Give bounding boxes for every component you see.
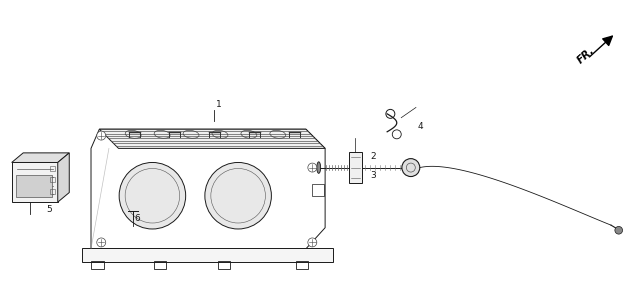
Circle shape: [97, 238, 106, 247]
Text: 6: 6: [134, 214, 140, 223]
Text: 2: 2: [370, 152, 376, 161]
Circle shape: [615, 226, 623, 234]
Text: 3: 3: [370, 171, 376, 180]
Circle shape: [402, 159, 420, 177]
Text: 1: 1: [216, 100, 221, 109]
Circle shape: [205, 162, 271, 229]
Bar: [15, 175, 52, 197]
Polygon shape: [12, 153, 69, 162]
Bar: [349, 152, 362, 183]
Bar: [50, 177, 55, 182]
Bar: [218, 261, 230, 269]
Bar: [296, 261, 308, 269]
Ellipse shape: [317, 162, 321, 173]
Circle shape: [97, 131, 106, 140]
Circle shape: [308, 163, 317, 172]
Bar: [82, 248, 333, 262]
Bar: [50, 166, 55, 171]
Polygon shape: [58, 153, 69, 202]
Bar: [50, 189, 55, 194]
Bar: [91, 261, 104, 269]
Polygon shape: [12, 162, 58, 202]
Circle shape: [308, 238, 317, 247]
Text: 5: 5: [46, 205, 52, 214]
Bar: [154, 261, 166, 269]
Text: FR.: FR.: [576, 45, 597, 66]
Circle shape: [119, 162, 186, 229]
Polygon shape: [99, 129, 325, 149]
Text: 4: 4: [417, 122, 423, 131]
Bar: [312, 184, 324, 196]
